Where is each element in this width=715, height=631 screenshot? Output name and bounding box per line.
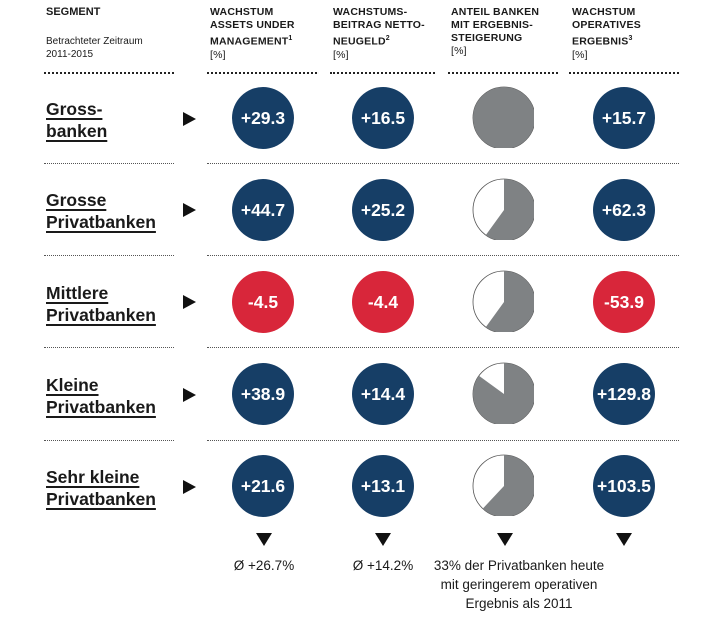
value-circle-operating-row-2: -53.9 — [593, 271, 655, 333]
segment-header-title: SEGMENT — [46, 6, 101, 18]
value-circle-nnm-row-0: +16.5 — [352, 87, 414, 149]
value-circle-nnm-row-3: +14.4 — [352, 363, 414, 425]
header-divider — [448, 72, 558, 74]
row-arrow-icon — [183, 480, 196, 494]
row-divider — [207, 440, 679, 441]
share-note: 33% der Privatbanken heute mit geringere… — [433, 558, 605, 611]
row-label-sehr-kleine-privatbanken: Sehr kleine Privatbanken — [46, 467, 156, 509]
pie-slice — [473, 363, 534, 424]
row-arrow-icon — [183, 295, 196, 309]
header-divider — [207, 72, 317, 74]
value-circle-operating-row-1: +62.3 — [593, 179, 655, 241]
row-divider — [44, 347, 174, 348]
row-divider — [44, 440, 174, 441]
value-label: +13.1 — [360, 475, 406, 496]
down-arrow-icon — [497, 533, 513, 546]
row-divider — [44, 163, 174, 164]
row-label-kleine-privatbanken: Kleine Privatbanken — [46, 375, 156, 417]
row-arrow-icon — [183, 203, 196, 217]
value-label: +14.4 — [360, 383, 406, 404]
row-label-grossbanken: Gross- banken — [46, 99, 108, 141]
value-circle-operating-row-3: +129.8 — [593, 363, 655, 425]
column-header-operating: WACHSTUM OPERATIVES ERGEBNIS3 [%] — [572, 6, 641, 62]
column-header-operating-text: WACHSTUM OPERATIVES ERGEBNIS — [572, 6, 641, 48]
column-header-share-unit: [%] — [451, 45, 467, 57]
row-arrow-icon — [183, 388, 196, 402]
value-circle-aum-row-0: +29.3 — [232, 87, 294, 149]
row-divider — [207, 255, 679, 256]
column-header-operating-unit: [%] — [572, 48, 588, 61]
segment-header-subtitle: Betrachteter Zeitraum 2011-2015 — [46, 36, 143, 60]
value-label: -4.4 — [367, 291, 399, 312]
value-label: +21.6 — [240, 475, 286, 496]
column-header-nnm-unit: [%] — [333, 48, 349, 61]
value-label: +44.7 — [240, 199, 286, 220]
column-header-aum: WACHSTUM ASSETS UNDER MANAGEMENT1 [%] — [210, 6, 295, 62]
value-circle-operating-row-4: +103.5 — [593, 455, 655, 517]
row-divider — [207, 163, 679, 164]
value-circle-aum-row-3: +38.9 — [232, 363, 294, 425]
row-divider — [44, 255, 174, 256]
pie-share-row-2 — [472, 270, 534, 332]
row-label-grosse-privatbanken: Grosse Privatbanken — [46, 190, 156, 232]
value-circle-aum-row-4: +21.6 — [232, 455, 294, 517]
pie-share-row-0 — [472, 86, 534, 148]
row-divider — [207, 347, 679, 348]
value-label: -4.5 — [247, 291, 279, 312]
header-divider — [44, 72, 174, 74]
column-header-share: ANTEIL BANKEN MIT ERGEBNIS- STEIGERUNG [… — [451, 6, 539, 58]
pie-slice — [482, 455, 534, 516]
value-circle-nnm-row-4: +13.1 — [352, 455, 414, 517]
column-header-nnm: WACHSTUMS- BEITRAG NETTO- NEUGELD2 [%] — [333, 6, 425, 62]
value-label: +62.3 — [601, 199, 647, 220]
column-header-share-text: ANTEIL BANKEN MIT ERGEBNIS- STEIGERUNG — [451, 6, 540, 44]
pie-slice — [485, 271, 534, 332]
column-header-aum-text: WACHSTUM ASSETS UNDER MANAGEMENT — [210, 6, 295, 48]
down-arrow-icon — [256, 533, 272, 546]
value-circle-nnm-row-2: -4.4 — [352, 271, 414, 333]
column-header-aum-footnote: 1 — [288, 35, 293, 42]
column-header-aum-unit: [%] — [210, 48, 226, 61]
value-label: +16.5 — [360, 107, 406, 128]
column-header-operating-footnote: 3 — [628, 35, 633, 42]
value-circle-aum-row-1: +44.7 — [232, 179, 294, 241]
pie-share-row-1 — [472, 178, 534, 240]
column-header-nnm-footnote: 2 — [385, 35, 390, 42]
value-circle-nnm-row-1: +25.2 — [352, 179, 414, 241]
down-arrow-icon — [375, 533, 391, 546]
value-label: +103.5 — [596, 475, 651, 496]
pie-slice — [485, 179, 534, 240]
header-divider — [330, 72, 435, 74]
value-label: +29.3 — [240, 107, 286, 128]
aum-average-note: Ø +26.7% — [233, 558, 295, 573]
pie-share-row-3 — [472, 362, 534, 424]
value-label: -53.9 — [604, 291, 644, 312]
value-label: +25.2 — [360, 199, 406, 220]
row-arrow-icon — [183, 112, 196, 126]
nnm-average-note: Ø +14.2% — [352, 558, 414, 573]
value-label: +38.9 — [240, 383, 286, 404]
pie-slice — [473, 87, 534, 148]
value-label: +129.8 — [596, 383, 651, 404]
value-circle-aum-row-2: -4.5 — [232, 271, 294, 333]
pie-share-row-4 — [472, 454, 534, 516]
row-label-mittlere-privatbanken: Mittlere Privatbanken — [46, 283, 156, 325]
value-circle-operating-row-0: +15.7 — [593, 87, 655, 149]
column-header-nnm-text: WACHSTUMS- BEITRAG NETTO- NEUGELD — [333, 6, 425, 48]
down-arrow-icon — [616, 533, 632, 546]
value-label: +15.7 — [601, 107, 647, 128]
header-divider — [569, 72, 679, 74]
